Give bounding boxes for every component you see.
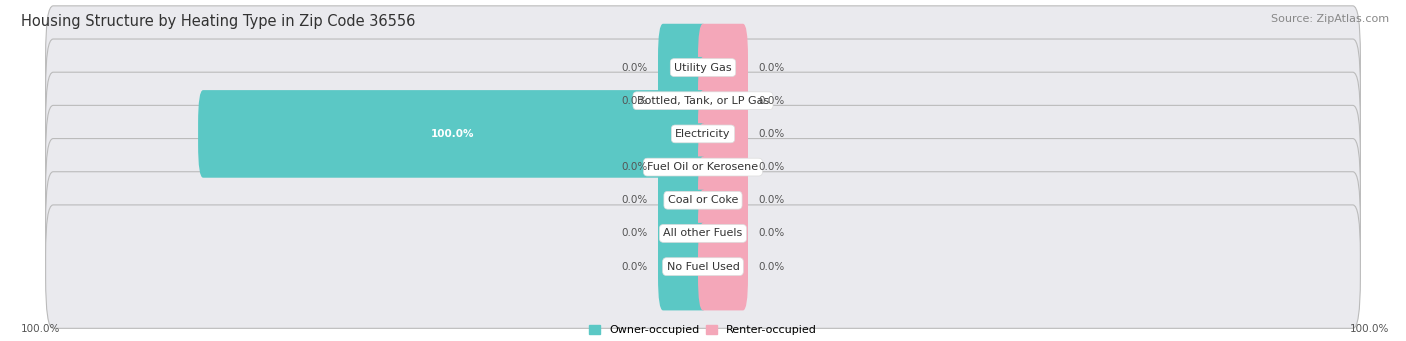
Text: 0.0%: 0.0%: [621, 96, 648, 106]
Text: Fuel Oil or Kerosene: Fuel Oil or Kerosene: [647, 162, 759, 172]
FancyBboxPatch shape: [198, 90, 709, 178]
Text: 0.0%: 0.0%: [758, 195, 785, 205]
FancyBboxPatch shape: [45, 6, 1361, 129]
Text: 0.0%: 0.0%: [758, 262, 785, 272]
FancyBboxPatch shape: [658, 190, 709, 277]
FancyBboxPatch shape: [697, 190, 748, 277]
FancyBboxPatch shape: [697, 57, 748, 145]
Text: 0.0%: 0.0%: [621, 62, 648, 73]
FancyBboxPatch shape: [697, 90, 748, 178]
Text: 0.0%: 0.0%: [621, 195, 648, 205]
FancyBboxPatch shape: [45, 205, 1361, 328]
Text: 0.0%: 0.0%: [758, 228, 785, 238]
FancyBboxPatch shape: [45, 72, 1361, 196]
Text: Utility Gas: Utility Gas: [675, 62, 731, 73]
FancyBboxPatch shape: [45, 138, 1361, 262]
FancyBboxPatch shape: [658, 24, 709, 112]
FancyBboxPatch shape: [658, 157, 709, 244]
FancyBboxPatch shape: [45, 172, 1361, 295]
Text: 0.0%: 0.0%: [758, 162, 785, 172]
FancyBboxPatch shape: [697, 24, 748, 112]
Text: 0.0%: 0.0%: [758, 96, 785, 106]
Text: Coal or Coke: Coal or Coke: [668, 195, 738, 205]
Text: No Fuel Used: No Fuel Used: [666, 262, 740, 272]
Text: Source: ZipAtlas.com: Source: ZipAtlas.com: [1271, 14, 1389, 24]
FancyBboxPatch shape: [697, 123, 748, 211]
FancyBboxPatch shape: [658, 223, 709, 310]
FancyBboxPatch shape: [658, 123, 709, 211]
FancyBboxPatch shape: [45, 39, 1361, 162]
Text: 0.0%: 0.0%: [621, 162, 648, 172]
FancyBboxPatch shape: [697, 157, 748, 244]
Text: 100.0%: 100.0%: [1350, 324, 1389, 334]
Text: 100.0%: 100.0%: [432, 129, 475, 139]
Text: Electricity: Electricity: [675, 129, 731, 139]
Text: 0.0%: 0.0%: [758, 62, 785, 73]
Text: 0.0%: 0.0%: [621, 262, 648, 272]
Text: Housing Structure by Heating Type in Zip Code 36556: Housing Structure by Heating Type in Zip…: [21, 14, 415, 29]
Legend: Owner-occupied, Renter-occupied: Owner-occupied, Renter-occupied: [589, 325, 817, 336]
Text: 0.0%: 0.0%: [758, 129, 785, 139]
Text: Bottled, Tank, or LP Gas: Bottled, Tank, or LP Gas: [637, 96, 769, 106]
FancyBboxPatch shape: [658, 57, 709, 145]
Text: All other Fuels: All other Fuels: [664, 228, 742, 238]
Text: 0.0%: 0.0%: [621, 228, 648, 238]
FancyBboxPatch shape: [45, 105, 1361, 229]
Text: 100.0%: 100.0%: [21, 324, 60, 334]
FancyBboxPatch shape: [697, 223, 748, 310]
